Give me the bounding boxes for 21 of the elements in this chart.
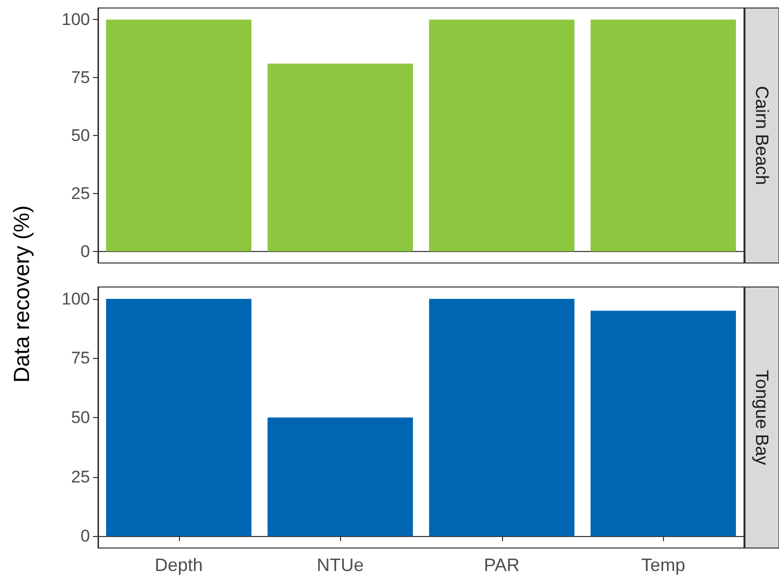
y-tick-label: 50 xyxy=(71,126,90,145)
x-tick-label: NTUe xyxy=(316,555,364,575)
y-tick-label: 75 xyxy=(71,348,90,368)
y-tick-label: 0 xyxy=(80,242,90,261)
text: Tongue Bay xyxy=(752,370,772,466)
bar xyxy=(106,298,252,536)
y-tick-label: 100 xyxy=(62,10,90,30)
y-tick-label: 75 xyxy=(71,68,90,88)
y-tick-label: 25 xyxy=(71,184,90,203)
y-tick-label: 50 xyxy=(71,408,90,427)
y-axis-title: Data recovery (%) xyxy=(9,205,35,383)
y-tick-label: 100 xyxy=(62,289,90,308)
bar xyxy=(268,418,413,536)
y-tick-label: 0 xyxy=(80,526,90,546)
text: Cairn Beach xyxy=(752,86,772,186)
bar xyxy=(590,310,736,536)
x-tick-label: Depth xyxy=(154,555,203,575)
y-tick-label: 25 xyxy=(71,467,90,486)
x-tick-label: PAR xyxy=(484,555,520,575)
bar xyxy=(429,298,574,536)
x-tick-label: Temp xyxy=(641,555,686,575)
